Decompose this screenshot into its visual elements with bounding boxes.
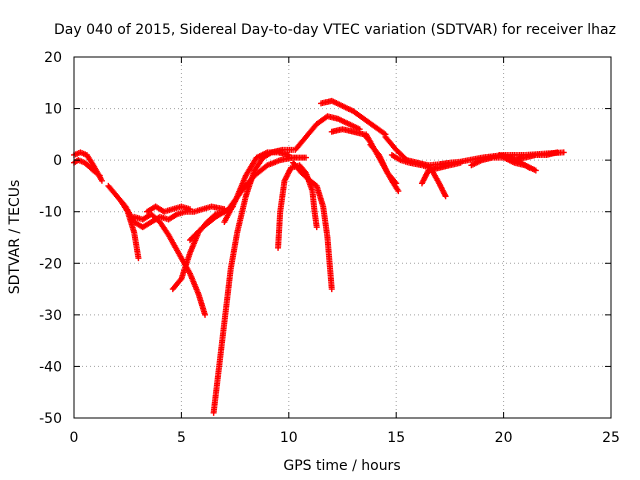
y-tick-label: -10 <box>39 205 62 221</box>
series-arc-11 <box>275 162 320 251</box>
data-point <box>202 311 209 318</box>
chart-title: Day 040 of 2015, Sidereal Day-to-day VTE… <box>54 22 616 38</box>
x-tick-label: 5 <box>177 430 186 446</box>
series-arc-17 <box>367 141 400 187</box>
x-tick-label: 10 <box>280 430 298 446</box>
y-tick-label: 0 <box>53 153 62 169</box>
y-tick-label: 10 <box>44 102 62 118</box>
data-point <box>313 224 320 231</box>
y-tick-label: -30 <box>39 308 62 324</box>
data-point <box>285 151 292 158</box>
series-arc-8 <box>186 154 309 244</box>
grid <box>74 57 611 418</box>
y-axis-label: SDTVAR / TECUs <box>7 180 23 295</box>
data-point <box>392 179 399 186</box>
data-point <box>135 255 142 262</box>
x-tick-label: 20 <box>495 430 513 446</box>
series-arc-23 <box>496 151 533 171</box>
series-arc-5 <box>131 211 209 318</box>
data-point <box>186 206 193 213</box>
series-arc-6 <box>144 203 193 215</box>
x-tick-labels: 0 5 10 15 20 25 <box>70 430 620 446</box>
y-tick-label: 20 <box>44 50 62 66</box>
series-arc-10 <box>221 149 292 226</box>
axis-ticks <box>73 56 612 419</box>
y-tick-labels: -50 -40 -30 -20 -10 0 10 20 <box>39 50 62 427</box>
data-point <box>554 149 561 156</box>
data-point <box>302 154 309 161</box>
series-arc-12 <box>290 159 335 293</box>
data-point <box>560 149 567 156</box>
x-tick-label: 15 <box>387 430 405 446</box>
x-tick-label: 0 <box>70 430 79 446</box>
series-arc-13 <box>292 113 363 153</box>
series-arc-4 <box>118 198 142 262</box>
y-tick-label: -40 <box>39 359 62 375</box>
data-point <box>526 164 533 171</box>
data-series <box>71 97 567 416</box>
x-tick-label: 25 <box>602 430 620 446</box>
plot-frame <box>73 56 612 419</box>
data-point <box>98 177 105 184</box>
x-axis-label: GPS time / hours <box>283 458 400 474</box>
series-arc-2 <box>71 157 103 179</box>
y-tick-label: -50 <box>39 411 62 427</box>
series-arc-20 <box>418 159 464 187</box>
series-arc-14 <box>318 97 389 138</box>
data-point <box>395 188 402 195</box>
data-point <box>457 159 464 166</box>
data-point <box>95 171 102 178</box>
data-point <box>393 180 400 187</box>
y-tick-label: -20 <box>39 256 62 272</box>
data-point <box>328 286 335 293</box>
data-point <box>96 172 103 179</box>
data-point <box>532 167 539 174</box>
data-point <box>442 193 449 200</box>
